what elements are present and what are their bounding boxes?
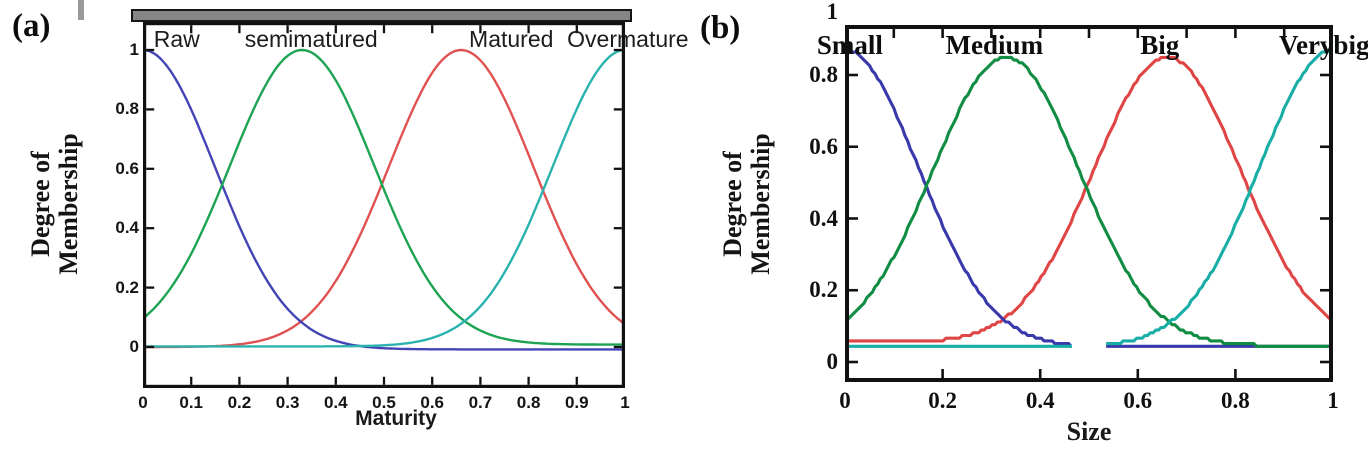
panel-b-letter: (b) xyxy=(700,10,741,46)
panel-b-plot xyxy=(843,25,1335,382)
baseline-gap xyxy=(1071,341,1107,352)
panel-a-top-grey-bar xyxy=(131,9,632,22)
panel-b-ylabel-line1: Degree of xyxy=(717,151,747,257)
axes-frame xyxy=(845,25,1333,382)
membership-curve-big xyxy=(843,55,1335,346)
x-tick-label: 0 xyxy=(839,388,851,413)
axes-frame xyxy=(143,22,625,388)
curve-label-small: Small xyxy=(816,30,883,60)
panel-a-ylabel-line1: Degree of xyxy=(25,151,55,257)
y-tick-label: 0 xyxy=(826,349,839,374)
x-tick-label: 0.2 xyxy=(227,393,252,412)
y-tick-label: 0.4 xyxy=(115,218,139,238)
panel-a-ylabel: Degree of Membership xyxy=(25,133,83,275)
panel-a-plot xyxy=(141,22,627,388)
x-tick-label: 1 xyxy=(1327,388,1339,413)
panel-a-letter: (a) xyxy=(12,8,51,44)
x-tick-label: 0.6 xyxy=(420,393,445,412)
x-tick-label: 0.8 xyxy=(1221,388,1250,413)
x-tick-label: 0.8 xyxy=(516,393,541,412)
panel-b-ylabel-line2: Membership xyxy=(746,133,775,275)
curve-label-big: Big xyxy=(1140,30,1180,60)
x-tick-label: 0.4 xyxy=(323,393,348,412)
edge-artifact xyxy=(78,0,84,20)
membership-curve-medium xyxy=(843,55,1335,348)
y-tick-label: 0.8 xyxy=(115,99,139,119)
x-tick-label: 0.1 xyxy=(179,393,204,412)
panel-plot-svg-0 xyxy=(141,22,627,388)
curve-label-raw: Raw xyxy=(153,26,200,52)
y-tick-label: 0.8 xyxy=(809,62,838,87)
membership-curve-semimatured xyxy=(141,48,627,346)
x-tick-label: 0.4 xyxy=(1025,388,1055,413)
x-tick-label: 0.5 xyxy=(372,393,396,412)
y-tick-label: 1 xyxy=(129,40,139,59)
y-tick-label: 0.2 xyxy=(809,277,838,303)
curve-label-semimatured: semimatured xyxy=(244,26,378,52)
x-tick-label: 1 xyxy=(620,393,630,412)
y-tick-label: 0.6 xyxy=(115,158,139,178)
y-tick-label: 0.4 xyxy=(809,205,838,231)
panel-b-ylabel: Degree of Membership xyxy=(717,133,775,275)
panel-b-xlabel: Size xyxy=(1066,417,1112,446)
curve-label-matured: Matured xyxy=(469,26,554,52)
panel-a-xlabel: Maturity xyxy=(355,407,437,430)
panel-a-ylabel-line2: Membership xyxy=(54,133,83,275)
membership-curve-overmature xyxy=(141,48,627,348)
y-tick-label: 0.6 xyxy=(809,133,838,159)
x-tick-label: 0.9 xyxy=(564,393,589,412)
y-tick-label: 0.2 xyxy=(115,277,139,297)
x-tick-label: 0.6 xyxy=(1123,388,1153,413)
curve-label-verybig: Verybig xyxy=(1278,30,1368,60)
x-tick-label: 0 xyxy=(138,393,148,412)
y-tick-label: 1 xyxy=(826,0,839,24)
panel-plot-svg-1 xyxy=(843,25,1335,382)
curve-label-overmature: Overmature xyxy=(567,26,689,52)
x-tick-label: 0.7 xyxy=(468,393,493,412)
x-tick-label: 0.3 xyxy=(275,393,300,412)
y-tick-label: 0 xyxy=(129,337,139,356)
x-tick-label: 0.2 xyxy=(928,388,957,413)
membership-curve-raw xyxy=(141,48,627,351)
curve-label-medium: Medium xyxy=(945,30,1044,60)
